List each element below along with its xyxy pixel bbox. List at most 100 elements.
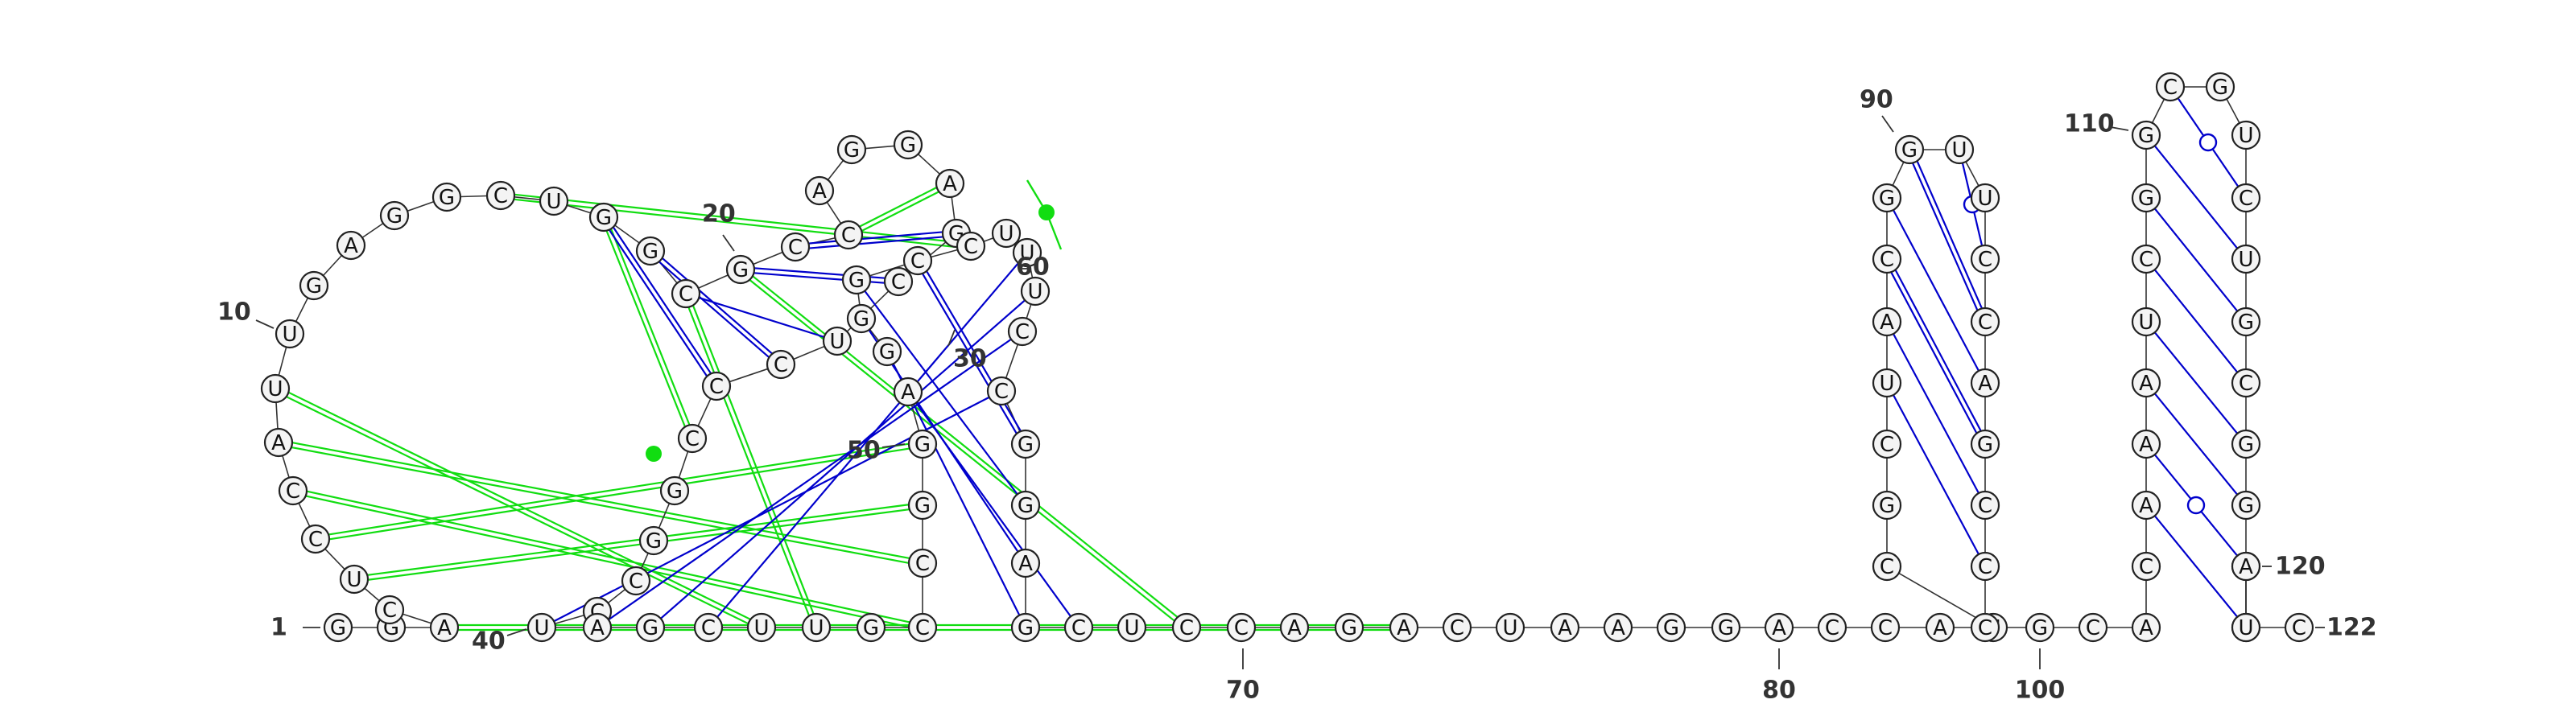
nucleotide-circle bbox=[621, 566, 651, 596]
nucleotide: U bbox=[1117, 612, 1147, 643]
canonical-pair-line bbox=[922, 273, 1018, 434]
nucleotide: G bbox=[2231, 429, 2261, 459]
nucleotide-circle bbox=[836, 134, 867, 165]
nucleotide: A bbox=[1279, 612, 1310, 643]
nucleotide-letter: C bbox=[1071, 616, 1086, 640]
nucleotide-letter: C bbox=[2139, 248, 2153, 272]
nucleotide: G bbox=[299, 270, 329, 301]
backbone-segment bbox=[1005, 344, 1019, 379]
nucleotide-circle bbox=[1970, 490, 2000, 521]
position-label-tick bbox=[947, 329, 956, 347]
nucleotide: C bbox=[986, 376, 1017, 406]
nucleotide-circle bbox=[260, 373, 291, 404]
nucleotide-circle bbox=[2131, 551, 2161, 582]
nucleotide-letter: G bbox=[733, 258, 749, 282]
backbone-segment bbox=[793, 345, 825, 360]
nucleotide-circle bbox=[539, 186, 569, 216]
canonical-pair-line bbox=[658, 261, 770, 358]
noncanonical-pair-line bbox=[687, 307, 811, 616]
nucleotide-letter: U bbox=[2238, 616, 2253, 640]
nucleotide: C bbox=[883, 266, 914, 297]
nucleotide: G bbox=[725, 254, 756, 285]
nucleotide: A bbox=[2231, 551, 2261, 582]
nucleotide-letter: C bbox=[910, 249, 925, 274]
nucleotide-letter: G bbox=[386, 204, 402, 228]
nucleotide: C bbox=[1970, 244, 2000, 274]
canonical-pair-line bbox=[698, 297, 825, 338]
noncanonical-pair-line bbox=[610, 228, 691, 426]
canonical-pair-line bbox=[1916, 160, 1983, 309]
nucleotide-letter: G bbox=[853, 307, 869, 331]
canonical-pair-line bbox=[660, 299, 1026, 619]
nucleotide-letter: A bbox=[344, 234, 358, 258]
nucleotide: G bbox=[1894, 134, 1925, 165]
nucleotide: G bbox=[635, 236, 666, 266]
nucleotide-letter: G bbox=[1018, 433, 1034, 457]
nucleotide-letter: U bbox=[1027, 280, 1042, 304]
canonical-pair-line bbox=[716, 262, 1019, 618]
nucleotide: U bbox=[260, 373, 291, 404]
nucleotide: G bbox=[431, 182, 462, 212]
nucleotide-circle bbox=[1226, 612, 1257, 643]
nucleotide-circle bbox=[582, 612, 613, 643]
nucleotide: C bbox=[1872, 429, 1902, 459]
backbone-segment bbox=[951, 196, 956, 220]
nucleotide: C bbox=[2284, 612, 2314, 643]
nucleotide: A bbox=[1925, 612, 1955, 643]
nucleotide: C bbox=[1970, 551, 2000, 582]
backbone-segment bbox=[697, 398, 712, 426]
nucleotide: C bbox=[907, 548, 938, 578]
noncanonical-pair-line bbox=[368, 508, 910, 581]
nucleotide-letter: U bbox=[1502, 616, 1517, 640]
nucleotide-letter: U bbox=[1977, 187, 1992, 211]
nucleotide-letter: U bbox=[1951, 138, 1967, 163]
nucleotide-letter: C bbox=[1978, 616, 1992, 640]
backbone-segment bbox=[324, 548, 345, 570]
nucleotide-circle bbox=[2231, 490, 2261, 521]
nucleotide-letter: C bbox=[709, 375, 724, 399]
nucleotide: C bbox=[278, 475, 308, 506]
nucleotide-letter: G bbox=[439, 186, 455, 210]
nucleotide-letter: G bbox=[1718, 616, 1734, 640]
canonical-pair-line bbox=[608, 338, 1012, 621]
nucleotide: C bbox=[485, 180, 516, 211]
nucleotide-circle bbox=[2078, 612, 2108, 643]
canonical-pair-line bbox=[613, 226, 712, 374]
nucleotide-circle bbox=[1872, 368, 1902, 398]
backbone-segment bbox=[460, 195, 488, 198]
nucleotide: U bbox=[2231, 244, 2261, 274]
nucleotide-circle bbox=[278, 475, 308, 506]
noncanonical-pair-line bbox=[367, 504, 909, 576]
nucleotide-letter: U bbox=[829, 330, 844, 354]
nucleotide-circle bbox=[1656, 612, 1686, 643]
nucleotide: C bbox=[677, 423, 708, 454]
nucleotide: U bbox=[1495, 612, 1525, 643]
nucleotide: G bbox=[638, 525, 669, 556]
nucleotide-letter: U bbox=[808, 616, 824, 640]
nucleotide-circle bbox=[2231, 244, 2261, 274]
backbone-segment bbox=[295, 297, 309, 323]
backbone-segment bbox=[1026, 303, 1032, 319]
nucleotide: G bbox=[2205, 72, 2235, 102]
backbone-segment bbox=[607, 588, 626, 604]
nucleotide-letter: A bbox=[2139, 433, 2153, 457]
canonical-pair-line bbox=[809, 236, 943, 249]
position-label-tick bbox=[255, 319, 275, 329]
position-label: 100 bbox=[2015, 677, 2066, 705]
nucleotide: G bbox=[323, 612, 353, 643]
nucleotide: U bbox=[1970, 183, 2000, 213]
nucleotide-letter: C bbox=[2163, 76, 2178, 100]
canonical-pair-line bbox=[808, 231, 943, 245]
nucleotide-letter: C bbox=[915, 552, 930, 576]
nucleotide: G bbox=[1334, 612, 1364, 643]
nucleotide-letter: G bbox=[848, 269, 865, 293]
nucleotide-circle bbox=[1010, 490, 1041, 521]
backbone-segment bbox=[931, 249, 958, 258]
noncanonical-pair-line bbox=[288, 391, 751, 620]
nucleotide-letter: A bbox=[2139, 372, 2153, 396]
nucleotide-letter: C bbox=[1978, 311, 1992, 335]
nucleotide-circle bbox=[1279, 612, 1310, 643]
nucleotide-letter: C bbox=[701, 616, 716, 640]
nucleotide: U bbox=[2231, 120, 2261, 150]
